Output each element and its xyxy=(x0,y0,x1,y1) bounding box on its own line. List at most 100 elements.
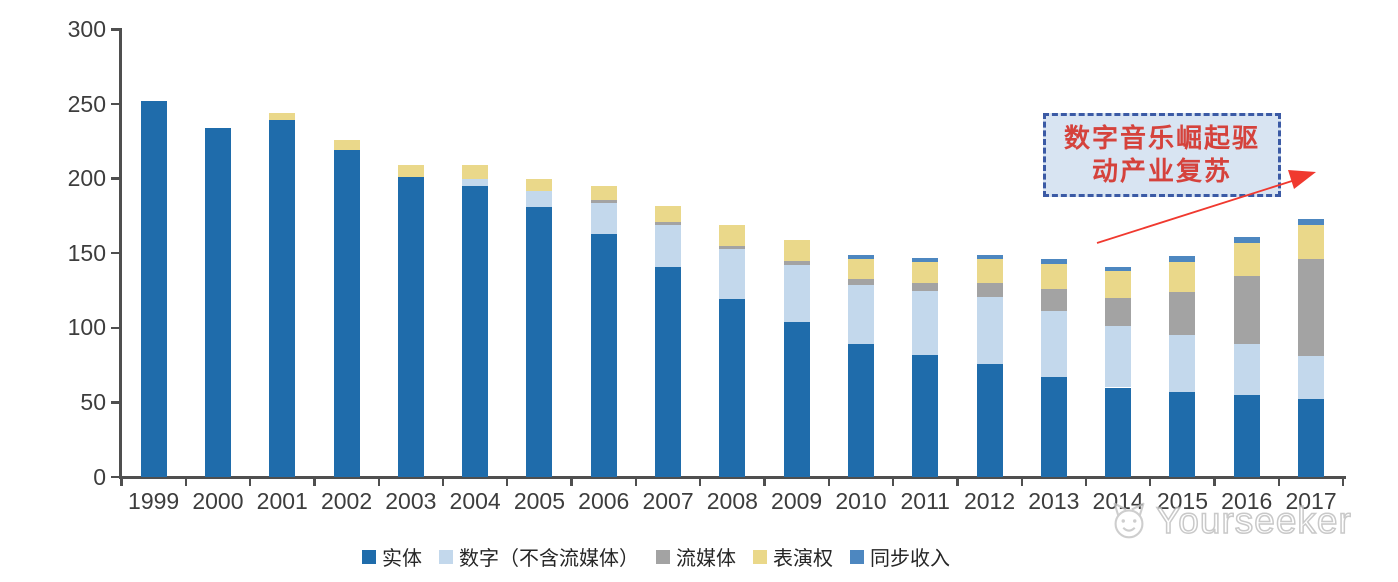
bar-segment xyxy=(783,260,810,266)
y-axis-line xyxy=(119,28,122,478)
y-tick-label: 100 xyxy=(67,314,106,341)
y-tick-label: 150 xyxy=(67,239,106,266)
bar-segment xyxy=(847,344,874,477)
x-tick xyxy=(699,477,702,486)
annotation-box: 数字音乐崛起驱 动产业复苏 xyxy=(1043,113,1281,197)
y-tick xyxy=(111,102,120,106)
bar-segment xyxy=(1105,326,1132,388)
x-tick xyxy=(1342,477,1345,486)
x-tick xyxy=(763,477,766,486)
legend-swatch xyxy=(753,549,767,564)
bar-segment xyxy=(462,165,489,179)
annotation-text-line1: 数字音乐崛起驱 xyxy=(1063,123,1260,153)
bar-segment xyxy=(847,259,874,279)
bar-segment xyxy=(719,224,746,246)
annotation-text-line2: 动产业复苏 xyxy=(1091,156,1232,186)
y-tick xyxy=(111,28,120,31)
chart-legend: 实体 数字（不含流媒体） 流媒体 表演权 同步收入 xyxy=(362,542,950,571)
bar-segment xyxy=(976,254,1003,260)
x-tick-label: 2002 xyxy=(320,488,373,514)
bar-segment xyxy=(912,354,939,477)
bar-segment xyxy=(1298,259,1325,357)
bar-segment xyxy=(1105,271,1132,298)
x-tick-label: 2017 xyxy=(1285,488,1337,514)
bar-segment xyxy=(976,283,1003,297)
legend-item: 流媒体 xyxy=(656,542,736,571)
bar-segment xyxy=(526,178,553,191)
bar-segment xyxy=(590,233,617,477)
bar-segment xyxy=(912,290,939,355)
bar-segment xyxy=(462,178,489,187)
y-tick xyxy=(111,252,120,255)
legend-label: 同步收入 xyxy=(870,548,950,570)
x-tick-label: 2007 xyxy=(642,488,694,514)
legend-swatch xyxy=(850,549,864,564)
bar-segment xyxy=(1105,298,1132,327)
bar-segment xyxy=(590,202,617,234)
bar-segment xyxy=(719,245,746,249)
bar-segment xyxy=(1040,311,1067,378)
legend-swatch xyxy=(439,549,453,564)
x-tick-label: 2013 xyxy=(1028,488,1080,514)
bar-segment xyxy=(1040,259,1067,264)
bar-segment xyxy=(590,186,617,200)
bar-segment xyxy=(912,262,939,284)
x-tick xyxy=(506,477,509,486)
x-tick-label: 2004 xyxy=(449,488,501,514)
bar-segment xyxy=(204,127,231,477)
bar-segment xyxy=(462,186,489,477)
bar-segment xyxy=(1169,292,1196,336)
x-tick xyxy=(1084,477,1088,486)
x-tick xyxy=(891,477,895,486)
x-axis-line xyxy=(119,476,1346,479)
bar-segment xyxy=(1298,224,1325,260)
bar-segment xyxy=(1298,399,1325,477)
x-tick-label: 2006 xyxy=(578,488,630,514)
bar-segment xyxy=(719,299,746,477)
x-tick xyxy=(248,477,252,486)
x-tick xyxy=(377,477,380,486)
bar-segment xyxy=(1169,335,1196,392)
bar-segment xyxy=(1233,344,1260,395)
bar-segment xyxy=(397,165,424,178)
x-tick-label: 2001 xyxy=(256,488,308,514)
bar-segment xyxy=(719,248,746,300)
legend-item: 数字（不含流媒体） xyxy=(439,542,639,571)
legend-item: 表演权 xyxy=(753,542,833,571)
x-tick-label: 2015 xyxy=(1156,488,1209,514)
bar-segment xyxy=(655,221,682,225)
y-tick-label: 250 xyxy=(67,90,106,117)
bar-segment xyxy=(976,259,1003,284)
legend-label: 实体 xyxy=(382,548,422,570)
bar-segment xyxy=(847,278,874,285)
bar-segment xyxy=(655,266,682,477)
y-tick xyxy=(111,475,120,479)
x-tick-label: 2016 xyxy=(1221,488,1273,514)
x-tick xyxy=(120,477,123,486)
x-tick xyxy=(634,477,638,486)
bar-segment xyxy=(333,150,360,477)
bar-segment xyxy=(333,139,360,151)
bar-segment xyxy=(269,120,296,477)
y-tick-label: 300 xyxy=(67,16,106,42)
legend-label: 数字（不含流媒体） xyxy=(459,548,639,570)
bar-segment xyxy=(1298,356,1325,400)
y-tick xyxy=(111,401,120,404)
bar-segment xyxy=(847,284,874,345)
bar-segment xyxy=(912,257,939,263)
bar-segment xyxy=(1233,394,1260,477)
bar-segment xyxy=(1169,262,1196,293)
x-tick-label: 2010 xyxy=(835,488,887,514)
x-tick-label: 2005 xyxy=(513,488,566,514)
bar-segment xyxy=(783,239,810,261)
bar-segment xyxy=(1233,242,1260,276)
bar-segment xyxy=(590,199,617,203)
bar-segment xyxy=(269,113,296,121)
x-tick xyxy=(1020,477,1023,486)
legend-swatch xyxy=(656,549,670,564)
y-tick xyxy=(111,326,120,330)
x-tick xyxy=(956,477,959,486)
legend-item: 同步收入 xyxy=(850,542,950,571)
x-tick-label: 2003 xyxy=(385,488,437,514)
